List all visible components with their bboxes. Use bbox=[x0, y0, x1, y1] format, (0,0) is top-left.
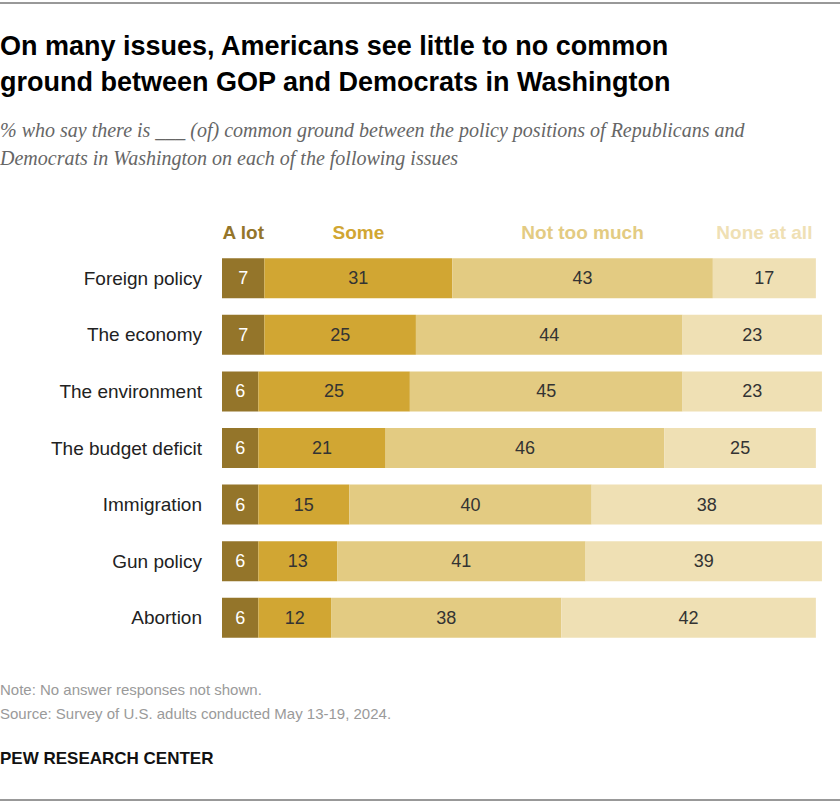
svg-text:7: 7 bbox=[238, 325, 248, 345]
svg-text:13: 13 bbox=[288, 551, 308, 571]
svg-text:42: 42 bbox=[679, 608, 699, 628]
svg-text:15: 15 bbox=[294, 495, 314, 515]
svg-text:6: 6 bbox=[235, 438, 245, 458]
svg-text:Abortion: Abortion bbox=[131, 607, 202, 628]
svg-text:6: 6 bbox=[235, 495, 245, 515]
svg-text:23: 23 bbox=[742, 381, 762, 401]
svg-text:Gun policy: Gun policy bbox=[112, 551, 202, 572]
svg-text:The budget deficit: The budget deficit bbox=[51, 438, 203, 459]
svg-text:39: 39 bbox=[694, 551, 714, 571]
svg-text:44: 44 bbox=[539, 325, 559, 345]
svg-text:21: 21 bbox=[312, 438, 332, 458]
svg-text:6: 6 bbox=[235, 608, 245, 628]
svg-text:12: 12 bbox=[285, 608, 305, 628]
svg-text:25: 25 bbox=[324, 381, 344, 401]
svg-text:25: 25 bbox=[730, 438, 750, 458]
svg-text:41: 41 bbox=[451, 551, 471, 571]
svg-text:45: 45 bbox=[536, 381, 556, 401]
svg-text:The environment: The environment bbox=[59, 381, 202, 402]
svg-text:40: 40 bbox=[460, 495, 480, 515]
svg-text:ground between GOP and Democra: ground between GOP and Democrats in Wash… bbox=[0, 67, 671, 97]
svg-text:% who say there is ___ (of) co: % who say there is ___ (of) common groun… bbox=[0, 119, 750, 142]
svg-text:Foreign policy: Foreign policy bbox=[84, 268, 203, 289]
svg-text:Immigration: Immigration bbox=[103, 494, 202, 515]
svg-text:The economy: The economy bbox=[87, 324, 203, 345]
svg-text:25: 25 bbox=[330, 325, 350, 345]
svg-text:Not too much: Not too much bbox=[521, 222, 643, 243]
svg-text:38: 38 bbox=[436, 608, 456, 628]
svg-text:Democrats in Washington on eac: Democrats in Washington on each of the f… bbox=[0, 147, 458, 170]
svg-text:On many issues, Americans see: On many issues, Americans see little to … bbox=[0, 31, 676, 61]
svg-text:23: 23 bbox=[742, 325, 762, 345]
svg-text:None at all: None at all bbox=[716, 222, 812, 243]
svg-text:31: 31 bbox=[348, 268, 368, 288]
svg-text:Source: Survey of U.S. adults: Source: Survey of U.S. adults conducted … bbox=[0, 705, 391, 722]
svg-text:17: 17 bbox=[754, 268, 774, 288]
svg-text:6: 6 bbox=[235, 551, 245, 571]
svg-text:46: 46 bbox=[515, 438, 535, 458]
svg-text:PEW RESEARCH CENTER: PEW RESEARCH CENTER bbox=[0, 749, 213, 768]
svg-text:Note: No answer responses not: Note: No answer responses not shown. bbox=[0, 681, 262, 698]
svg-text:43: 43 bbox=[573, 268, 593, 288]
svg-text:7: 7 bbox=[238, 268, 248, 288]
svg-text:38: 38 bbox=[697, 495, 717, 515]
svg-text:A lot: A lot bbox=[222, 222, 264, 243]
svg-text:Some: Some bbox=[332, 222, 384, 243]
svg-text:6: 6 bbox=[235, 381, 245, 401]
